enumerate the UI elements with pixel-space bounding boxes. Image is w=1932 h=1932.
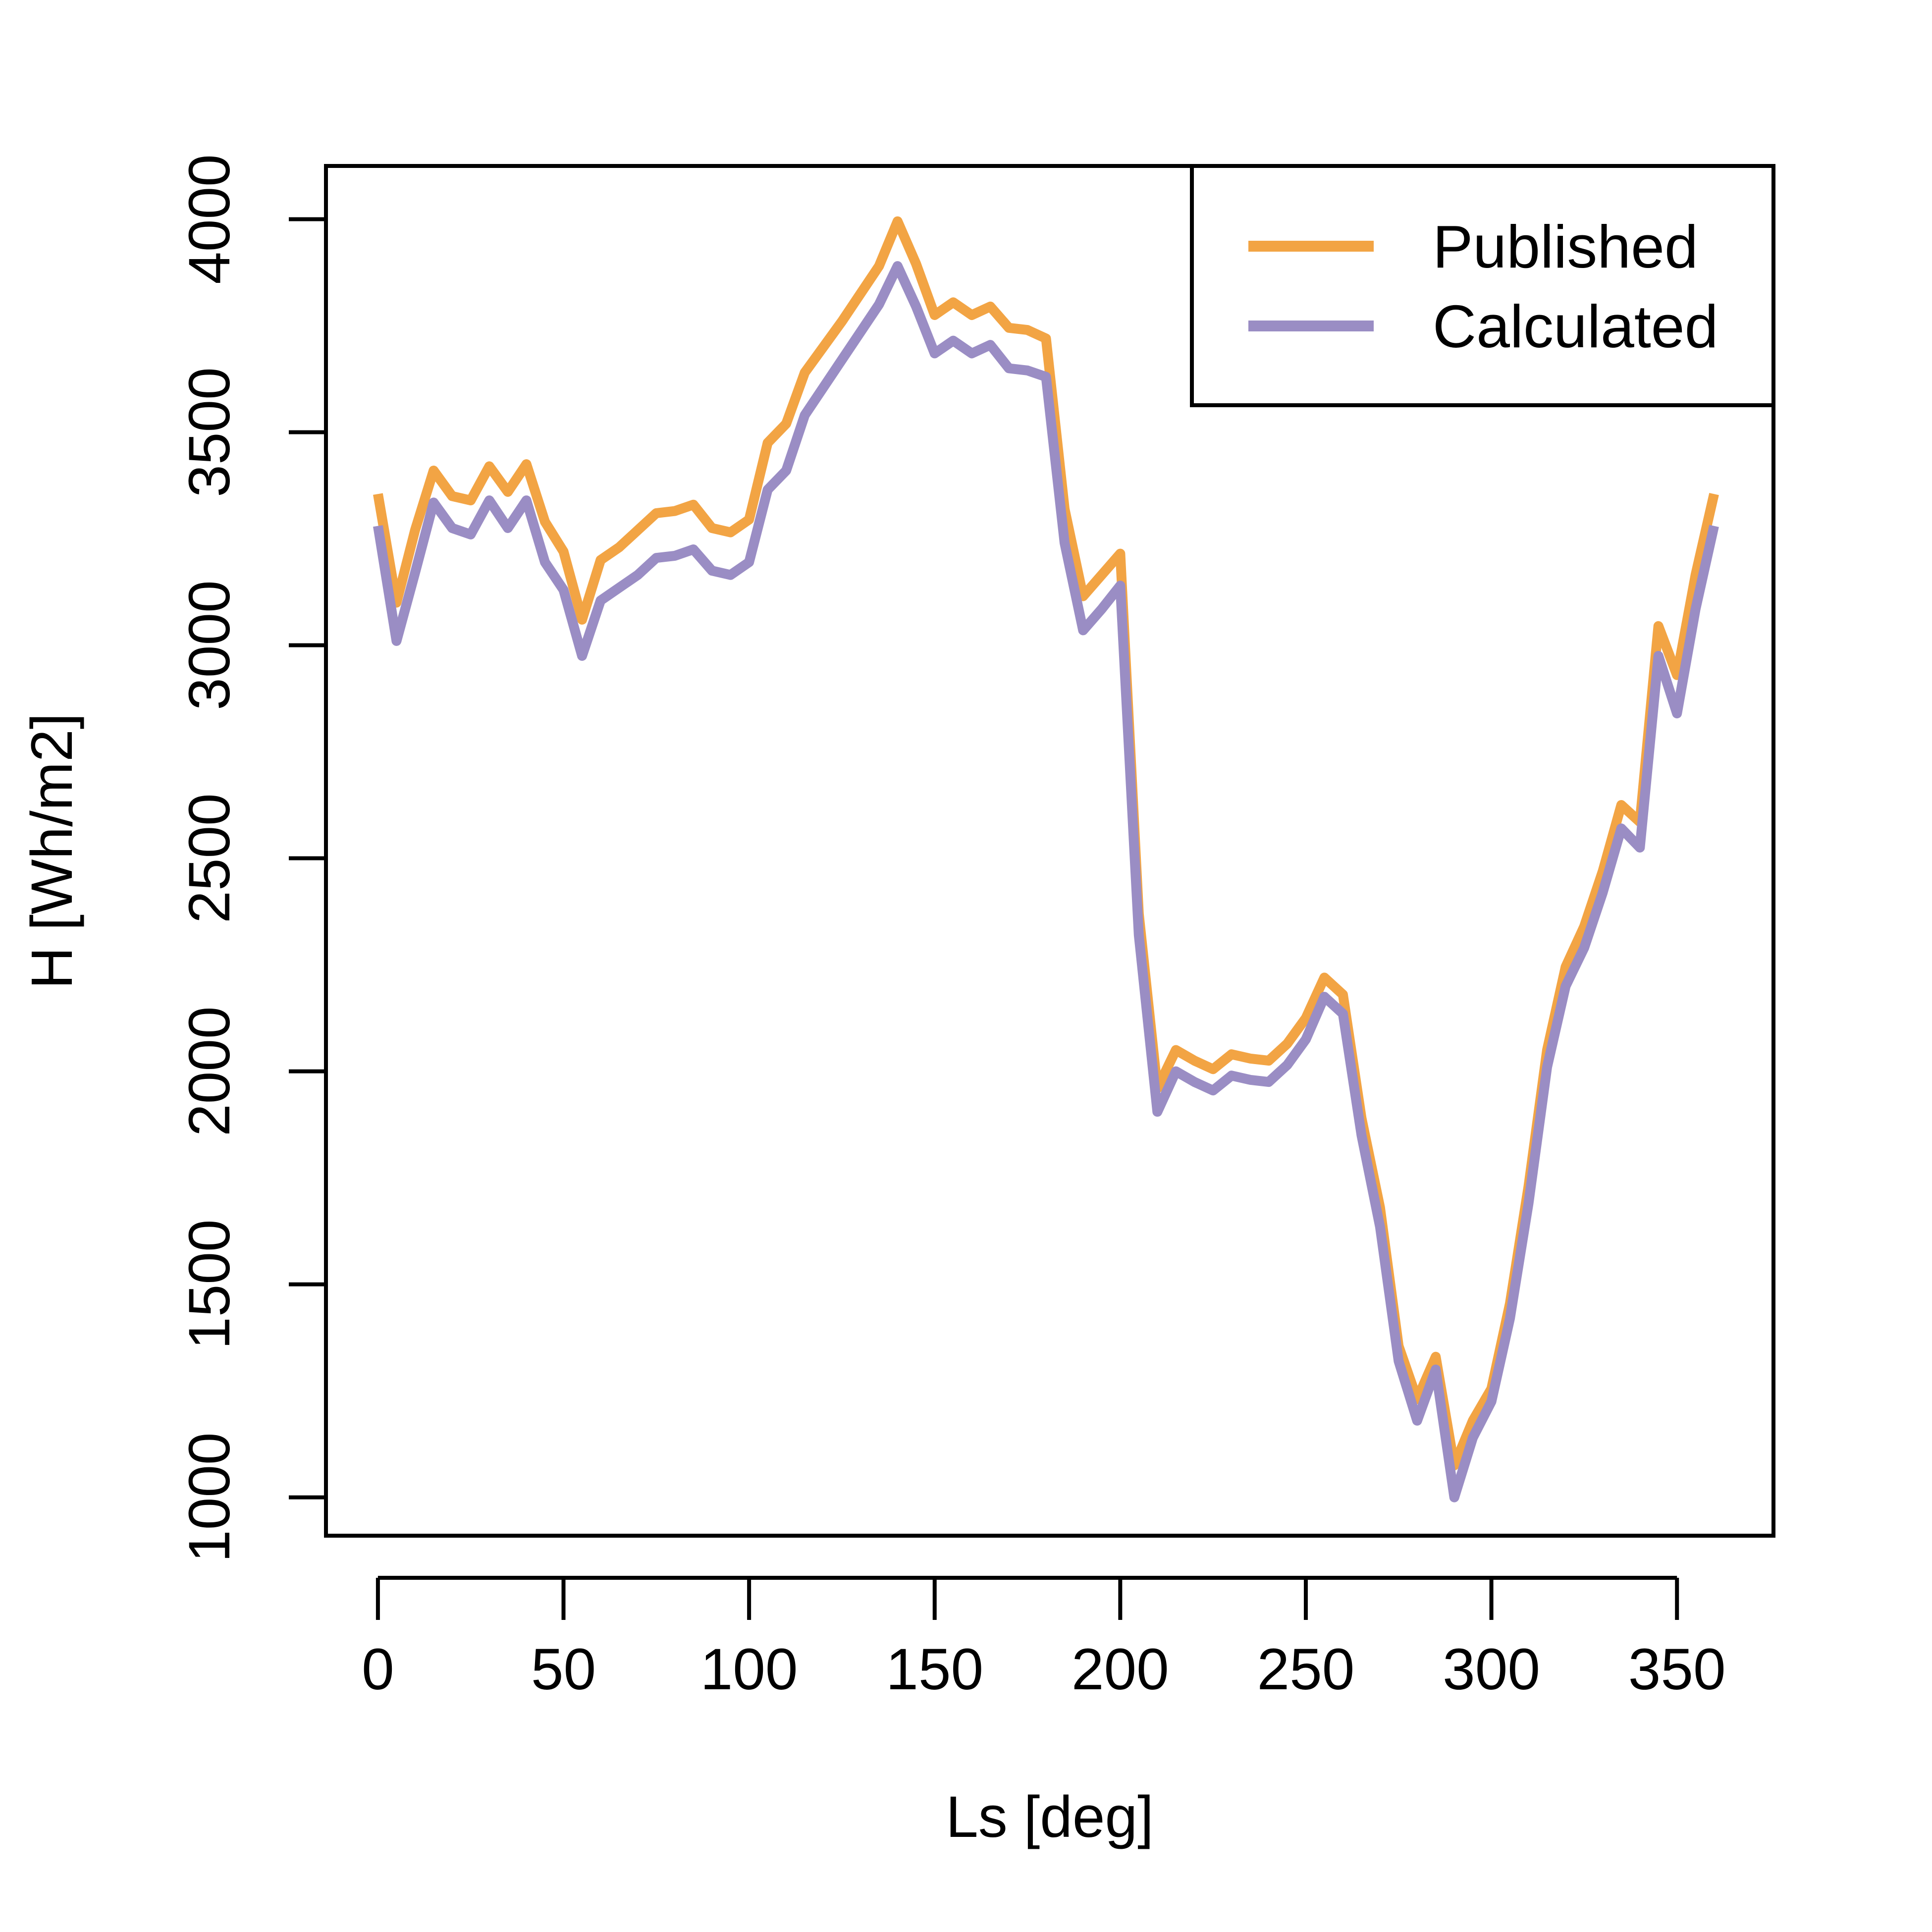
- legend: Published Calculated: [1190, 164, 1775, 407]
- y-tick-label: 2000: [177, 1006, 242, 1136]
- legend-label-published: Published: [1433, 213, 1698, 280]
- x-axis-title: Ls [deg]: [946, 1784, 1154, 1850]
- x-tick-label: 50: [531, 1637, 596, 1702]
- x-tick-label: 100: [700, 1637, 798, 1702]
- legend-label-calculated: Calculated: [1433, 293, 1718, 360]
- x-tick-label: 350: [1628, 1637, 1726, 1702]
- x-tick-label: 0: [362, 1637, 394, 1702]
- y-axis: 1000 1500 2000 2500 3000 3500 4000: [177, 154, 328, 1562]
- y-tick-label: 1000: [177, 1432, 242, 1562]
- y-tick-label: 1500: [177, 1219, 242, 1349]
- x-tick-label: 200: [1072, 1637, 1169, 1702]
- series-layer: [373, 216, 1719, 1503]
- y-axis-title: H [Wh/m2]: [19, 713, 85, 989]
- series-line-calculated: [373, 261, 1719, 1503]
- x-tick-label: 300: [1443, 1637, 1540, 1702]
- y-tick-label: 4000: [177, 154, 242, 284]
- legend-box: [1190, 164, 1775, 407]
- y-tick-label: 2500: [177, 793, 242, 923]
- x-axis: 0 50 100 150 200 250 300 350: [362, 1576, 1726, 1702]
- y-tick-label: 3000: [177, 580, 242, 710]
- y-tick-label: 3500: [177, 367, 242, 497]
- x-tick-label: 250: [1257, 1637, 1355, 1702]
- x-tick-label: 150: [886, 1637, 983, 1702]
